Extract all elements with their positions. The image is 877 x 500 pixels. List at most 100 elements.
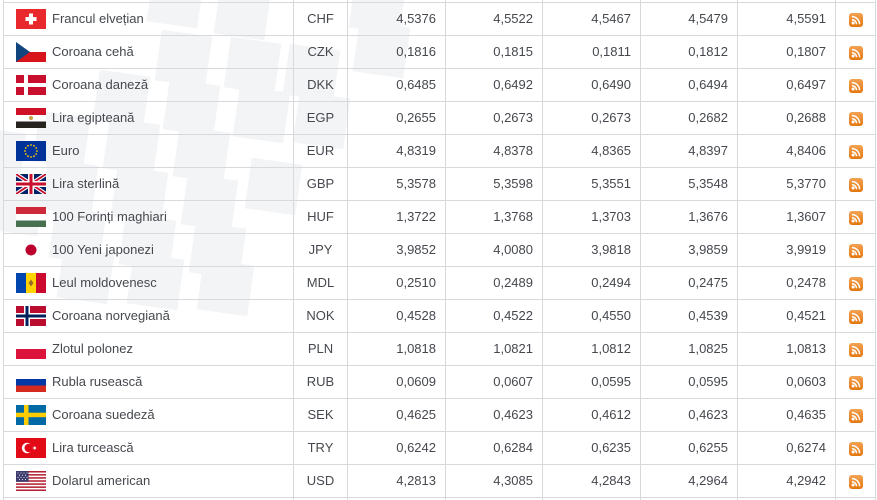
rate-value-1: 3,9852 [347,233,446,267]
rate-value-2: 5,3598 [445,167,543,201]
flag-dk-icon [16,75,46,95]
rate-value-3: 4,5467 [542,2,641,36]
rate-value-5: 3,9919 [737,233,836,267]
rate-value-5: 0,2688 [737,101,836,135]
currency-row: Leul moldovenesc MDL 0,2510 0,2489 0,249… [3,266,876,300]
rss-feed-icon[interactable] [848,78,863,93]
currency-name: Coroana norvegiană [52,308,170,323]
rss-cell [835,464,876,498]
rate-value-2: 4,0080 [445,233,543,267]
currency-code: JPY [293,233,348,267]
rss-cell [835,332,876,366]
rate-value-5: 0,6497 [737,68,836,102]
rate-value-4: 3,9859 [640,233,738,267]
rate-value-3: 0,4612 [542,398,641,432]
rss-feed-icon[interactable] [848,276,863,291]
flag-pl-icon [16,339,46,359]
rate-value-2: 4,3085 [445,464,543,498]
currency-name-cell: Coroana suedeză [3,398,294,432]
rate-value-2: 0,0607 [445,365,543,399]
rate-value-1: 0,2655 [347,101,446,135]
rss-feed-icon[interactable] [848,474,863,489]
rss-feed-icon[interactable] [848,111,863,126]
rate-value-5: 1,0813 [737,332,836,366]
currency-name: Lira egipteană [52,110,135,125]
flag-no-icon [16,306,46,326]
rate-value-1: 5,3578 [347,167,446,201]
currency-name: Dolarul american [52,473,151,488]
rss-cell [835,266,876,300]
currency-code: DKK [293,68,348,102]
flag-tr-icon [16,438,46,458]
rss-feed-icon[interactable] [848,243,863,258]
rate-value-3: 0,4550 [542,299,641,333]
rate-value-4: 1,0825 [640,332,738,366]
currency-name-wrap: 100 Forinți maghiari [5,202,294,234]
table-top-cropped-row [3,0,876,3]
currency-name-cell: Leul moldovenesc [3,266,294,300]
currency-code: TRY [293,431,348,465]
rss-feed-icon[interactable] [848,12,863,27]
rss-feed-icon[interactable] [848,309,863,324]
rss-feed-icon[interactable] [848,144,863,159]
currency-name: 100 Forinți maghiari [52,209,167,224]
currency-row: Lira egipteană EGP 0,2655 0,2673 0,2673 … [3,101,876,135]
flag-se-icon [16,405,46,425]
currency-row: Coroana norvegiană NOK 0,4528 0,4522 0,4… [3,299,876,333]
flag-gb-icon [16,174,46,194]
rate-value-1: 4,5376 [347,2,446,36]
rate-value-2: 4,8378 [445,134,543,168]
rss-cell [835,68,876,102]
currency-name: Leul moldovenesc [52,275,157,290]
rate-value-3: 0,2673 [542,101,641,135]
flag-ch-icon [16,9,46,29]
currency-row: Francul elvețian CHF 4,5376 4,5522 4,546… [3,2,876,36]
rss-feed-icon[interactable] [848,177,863,192]
currency-row: Zlotul polonez PLN 1,0818 1,0821 1,0812 … [3,332,876,366]
rss-feed-icon[interactable] [848,45,863,60]
rss-cell [835,200,876,234]
currency-name-wrap: Coroana cehă [5,37,294,69]
rate-value-3: 0,1811 [542,35,641,69]
rss-feed-icon[interactable] [848,342,863,357]
rate-value-1: 1,0818 [347,332,446,366]
rate-value-1: 0,6485 [347,68,446,102]
rss-feed-icon[interactable] [848,408,863,423]
rate-value-4: 4,5479 [640,2,738,36]
flag-eg-icon [16,108,46,128]
rate-value-1: 0,0609 [347,365,446,399]
rss-cell [835,2,876,36]
flag-ru-icon [16,372,46,392]
currency-code: RUB [293,365,348,399]
rate-value-5: 0,4635 [737,398,836,432]
currency-name-cell: Lira turcească [3,431,294,465]
rate-value-5: 5,3770 [737,167,836,201]
currency-code: EUR [293,134,348,168]
rate-value-4: 0,0595 [640,365,738,399]
currency-name-cell: Coroana cehă [3,35,294,69]
currency-row: Coroana daneză DKK 0,6485 0,6492 0,6490 … [3,68,876,102]
rss-feed-icon[interactable] [848,375,863,390]
currency-code: USD [293,464,348,498]
currency-code: HUF [293,200,348,234]
rate-value-5: 0,6274 [737,431,836,465]
rss-feed-icon[interactable] [848,441,863,456]
rate-value-5: 0,2478 [737,266,836,300]
currency-name-cell: Coroana daneză [3,68,294,102]
currency-code: NOK [293,299,348,333]
currency-name: Coroana daneză [52,77,149,92]
rate-value-4: 0,2475 [640,266,738,300]
rate-value-5: 4,8406 [737,134,836,168]
flag-cz-icon [16,42,46,62]
currency-name-cell: 100 Forinți maghiari [3,200,294,234]
currency-name: Francul elvețian [52,11,144,26]
currency-name-wrap: Francul elvețian [5,4,294,36]
currency-name-wrap: Lira egipteană [5,103,294,135]
rate-value-2: 1,0821 [445,332,543,366]
rate-value-4: 0,6255 [640,431,738,465]
currency-code: SEK [293,398,348,432]
currency-code: GBP [293,167,348,201]
rss-feed-icon[interactable] [848,210,863,225]
rate-value-4: 0,6494 [640,68,738,102]
currency-name-cell: Francul elvețian [3,2,294,36]
